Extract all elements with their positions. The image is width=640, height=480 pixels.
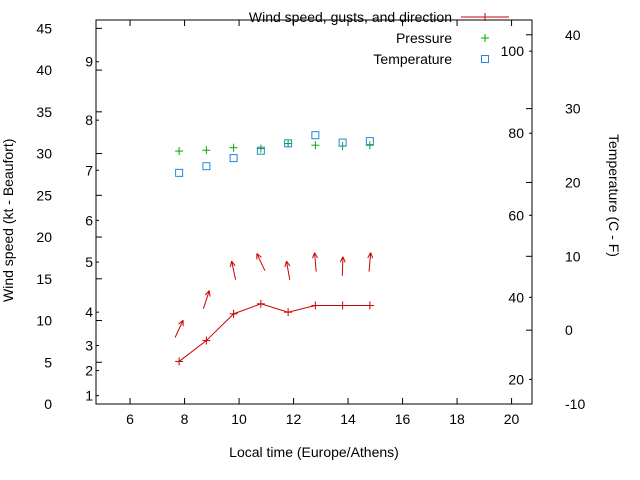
- x-tick-label: 18: [449, 411, 465, 427]
- x-tick-label: 20: [504, 411, 520, 427]
- kt-tick-label: 10: [36, 313, 52, 329]
- kt-tick-label: 40: [36, 62, 52, 78]
- beaufort-tick-label: 1: [85, 388, 93, 404]
- x-tick-label: 6: [126, 411, 134, 427]
- legend: Wind speed, gusts, and direction Pressure…: [249, 9, 509, 67]
- series-temperature: [175, 131, 374, 177]
- beaufort-tick-label: 4: [85, 304, 93, 320]
- kt-tick-label: 30: [36, 146, 52, 162]
- x-tick-label: 10: [231, 411, 247, 427]
- beaufort-tick-label: 5: [85, 254, 93, 270]
- kt-tick-label: 45: [36, 20, 52, 36]
- celsius-tick-label: 10: [565, 248, 581, 264]
- kt-tick-label: 0: [44, 396, 52, 412]
- kt-tick-label: 5: [44, 354, 52, 370]
- kt-tick-label: 25: [36, 187, 52, 203]
- celsius-tick-label: 40: [565, 27, 581, 43]
- x-tick-label: 16: [395, 411, 411, 427]
- kt-tick-label: 20: [36, 229, 52, 245]
- beaufort-tick-label: 2: [85, 363, 93, 379]
- plot-border: [95, 19, 533, 405]
- celsius-tick-label: 20: [565, 174, 581, 190]
- kt-tick-label: 15: [36, 271, 52, 287]
- fahrenheit-tick-label: 20: [508, 371, 524, 387]
- fahrenheit-tick-label: 80: [508, 125, 524, 141]
- y-axis-right-fahrenheit: 20 40 60 80 100: [501, 43, 532, 387]
- x-tick-label: 12: [286, 411, 302, 427]
- beaufort-tick-label: 7: [85, 162, 93, 178]
- celsius-tick-label: -10: [565, 396, 585, 412]
- series-pressure: [175, 139, 374, 156]
- celsius-tick-label: 0: [565, 322, 573, 338]
- y-axis-right-celsius: -10 0 10 20 30 40: [526, 27, 585, 412]
- beaufort-tick-label: 9: [85, 54, 93, 70]
- fahrenheit-tick-label: 40: [508, 289, 524, 305]
- plot-root: 6 8 10 12 14 16 18 2005101520253035404512345678…: [36, 9, 585, 427]
- series-wind-speed: [175, 299, 374, 366]
- legend-label: Pressure: [396, 30, 452, 46]
- beaufort-tick-label: 8: [85, 112, 93, 128]
- legend-label: Temperature: [373, 51, 452, 67]
- x-axis-title: Local time (Europe/Athens): [229, 444, 399, 460]
- y-axis-left-title: Wind speed (kt - Beaufort): [0, 138, 16, 302]
- beaufort-scale: 1 2 3 4 5 6 7 8 9: [85, 54, 99, 404]
- x-axis: 6 8 10 12 14 16 18 20: [126, 20, 520, 427]
- fahrenheit-tick-label: 60: [508, 207, 524, 223]
- beaufort-tick-label: 3: [85, 338, 93, 354]
- fahrenheit-tick-label: 100: [501, 43, 525, 59]
- kt-tick-label: 35: [36, 104, 52, 120]
- beaufort-tick-label: 6: [85, 212, 93, 228]
- gust-direction-arrows: [174, 252, 374, 338]
- celsius-tick-label: 30: [565, 101, 581, 117]
- legend-label: Wind speed, gusts, and direction: [249, 9, 452, 25]
- x-tick-label: 8: [181, 411, 189, 427]
- y-axis-right-title: Temperature (C - F): [606, 134, 622, 257]
- x-tick-label: 14: [340, 411, 356, 427]
